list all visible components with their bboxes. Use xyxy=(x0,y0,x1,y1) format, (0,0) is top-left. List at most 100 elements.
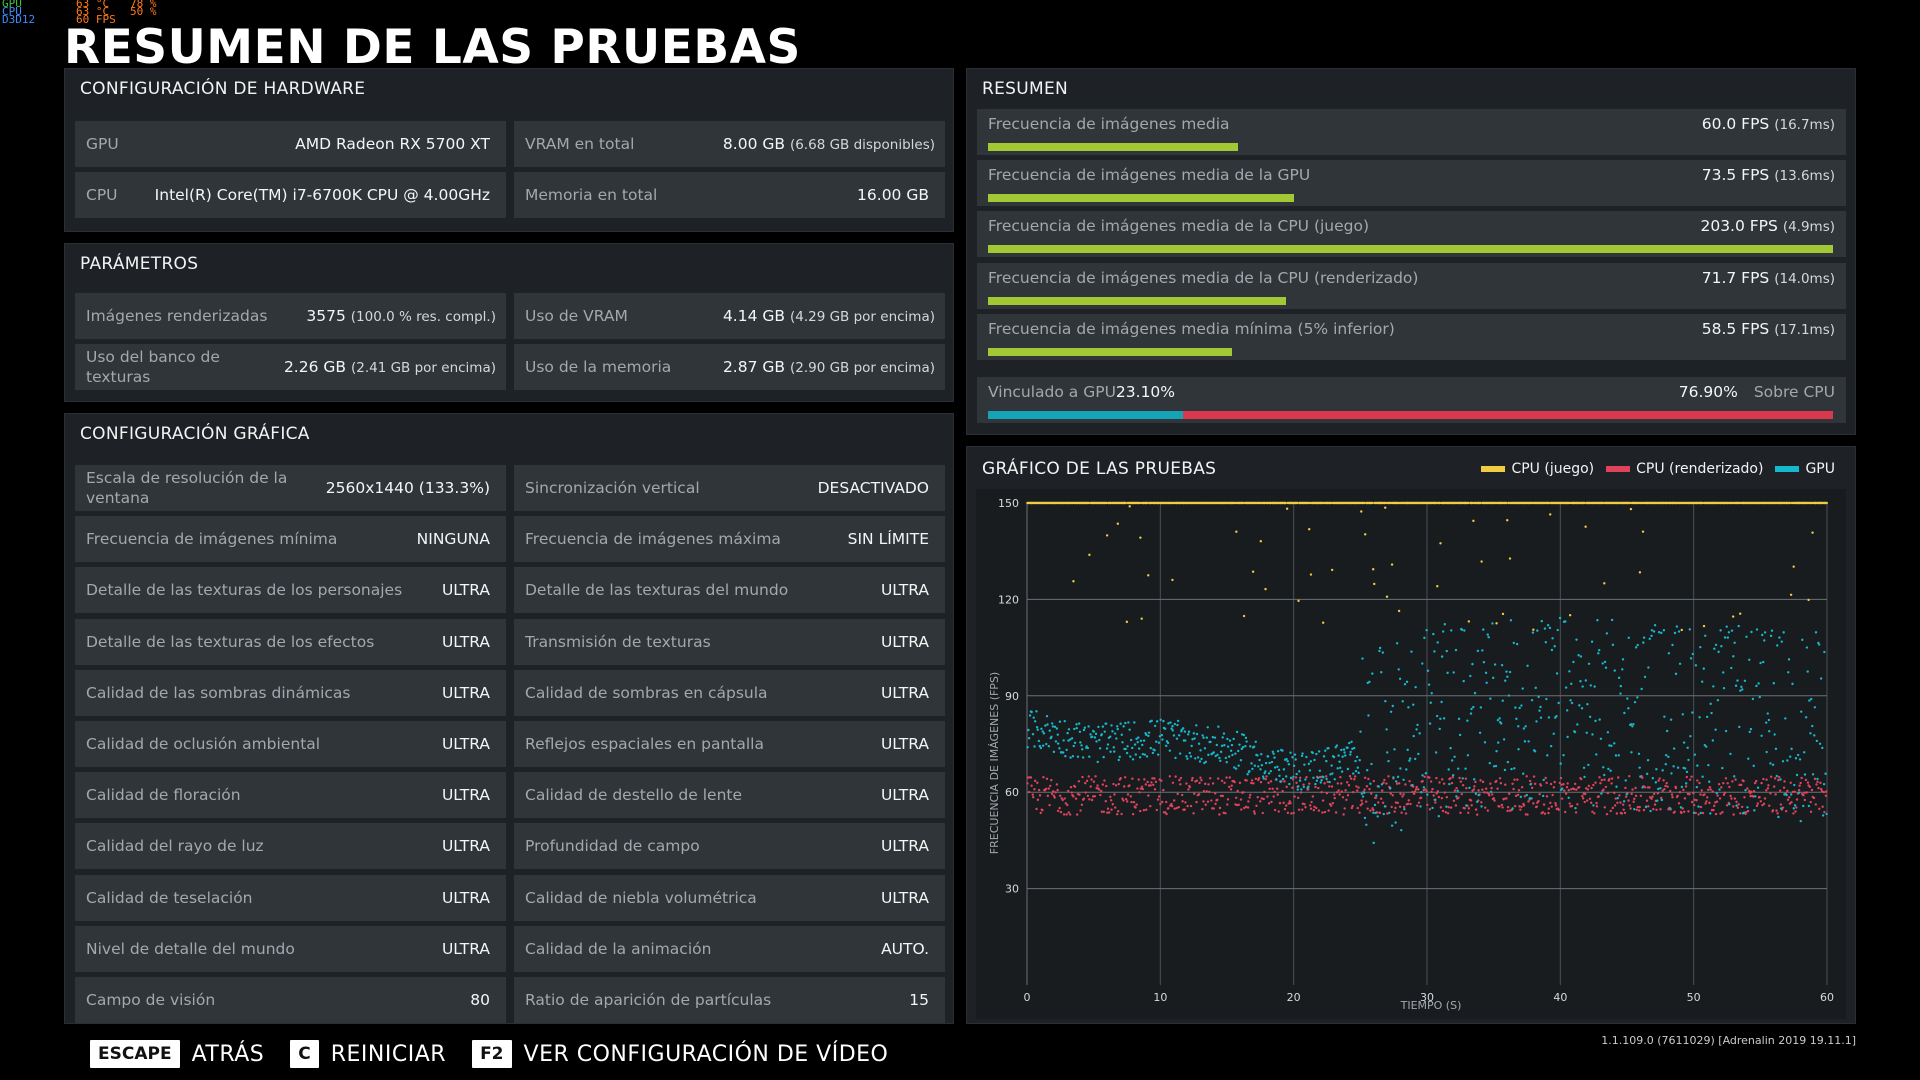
summary-row-value: 58.5 FPS xyxy=(1701,319,1770,338)
chart-point xyxy=(1073,727,1076,731)
chart-point xyxy=(1421,780,1424,783)
performance-overlay: GPU 63 °C 78 % CPU 63 °C 50 % D3D12 60 F… xyxy=(2,0,170,25)
chart-point xyxy=(1539,716,1543,719)
chart-point xyxy=(1041,744,1045,747)
chart-point xyxy=(1295,781,1298,784)
chart-point xyxy=(1527,740,1530,743)
escape-key[interactable]: ESCAPE xyxy=(90,1040,180,1068)
chart-point xyxy=(1780,640,1783,643)
chart-point xyxy=(1417,801,1421,804)
chart-point xyxy=(1635,808,1639,811)
chart-point xyxy=(1160,779,1163,782)
chart-point xyxy=(1603,806,1606,809)
chart-point xyxy=(1746,806,1749,809)
chart-point xyxy=(1058,720,1062,723)
chart-point xyxy=(1730,797,1733,800)
chart-point xyxy=(1350,740,1353,744)
chart-point xyxy=(1633,808,1636,811)
chart-point xyxy=(1476,800,1479,804)
chart-point xyxy=(1398,805,1402,808)
hardware-panel-title: CONFIGURACIÓN DE HARDWARE xyxy=(80,79,366,99)
chart-point xyxy=(1461,783,1465,787)
chart-point xyxy=(1037,739,1041,743)
chart-point xyxy=(1032,795,1035,799)
video-settings-button[interactable]: VER CONFIGURACIÓN DE VÍDEO xyxy=(523,1041,889,1067)
chart-point xyxy=(1732,655,1735,658)
chart-point xyxy=(1791,682,1794,686)
chart-point xyxy=(1189,755,1193,758)
chart-point xyxy=(1698,781,1701,785)
chart-point xyxy=(1821,805,1824,808)
chart-point xyxy=(1221,736,1224,739)
chart-point xyxy=(1617,676,1621,680)
chart-point xyxy=(1633,797,1636,801)
c-key[interactable]: C xyxy=(290,1040,319,1068)
chart-point xyxy=(1522,727,1526,730)
chart-point xyxy=(1743,679,1747,683)
chart-point xyxy=(1309,573,1313,576)
chart-point xyxy=(1345,798,1348,802)
chart-point xyxy=(1506,805,1510,809)
chart-point xyxy=(1198,760,1202,763)
chart-point xyxy=(1238,781,1242,785)
chart-point xyxy=(1027,728,1030,732)
chart-point xyxy=(1768,729,1771,733)
chart-point xyxy=(1406,802,1410,806)
chart-point xyxy=(1664,753,1668,757)
chart-point xyxy=(1695,799,1698,802)
graphics-setting-cell: Calidad del rayo de luz ULTRA xyxy=(75,823,506,870)
chart-point xyxy=(1504,783,1507,786)
chart-point xyxy=(1310,800,1313,804)
restart-button[interactable]: REINICIAR xyxy=(330,1041,447,1067)
chart-point xyxy=(1351,804,1354,808)
chart-point xyxy=(1150,781,1153,784)
back-button[interactable]: ATRÁS xyxy=(191,1041,265,1067)
chart-point xyxy=(1092,780,1096,783)
chart-point xyxy=(1705,800,1708,803)
chart-point xyxy=(1603,773,1606,777)
chart-point xyxy=(1397,609,1401,613)
chart-point xyxy=(1253,764,1257,767)
chart-point xyxy=(1138,756,1142,759)
chart-point xyxy=(1769,775,1773,778)
chart-point xyxy=(1605,632,1609,635)
chart-point xyxy=(1366,807,1369,810)
chart-point xyxy=(1788,796,1791,799)
chart-point xyxy=(1657,779,1660,782)
chart-point xyxy=(1479,706,1483,709)
chart-point xyxy=(1639,775,1642,778)
f2-key[interactable]: F2 xyxy=(472,1040,512,1068)
bound-bar xyxy=(988,411,1833,419)
chart-point xyxy=(1354,759,1357,763)
chart-point xyxy=(1179,783,1182,786)
chart-point xyxy=(1474,792,1478,795)
chart-point xyxy=(1541,811,1545,814)
chart-point xyxy=(1413,757,1417,761)
chart-point xyxy=(1395,782,1399,785)
chart-point xyxy=(1241,745,1245,749)
chart-point xyxy=(1525,775,1528,778)
chart-point xyxy=(1146,501,1149,505)
chart-point xyxy=(1400,828,1403,832)
chart-point xyxy=(1639,794,1643,798)
chart-point xyxy=(1739,812,1742,815)
summary-row-value: 73.5 FPS xyxy=(1701,166,1770,185)
chart-point xyxy=(1314,782,1317,786)
chart-point xyxy=(1256,754,1259,757)
chart-point xyxy=(1320,779,1323,782)
chart-point xyxy=(1106,743,1110,746)
chart-point xyxy=(1462,679,1465,683)
chart-point xyxy=(1437,814,1441,818)
chart-point xyxy=(1208,790,1211,793)
chart-point xyxy=(1543,812,1547,815)
chart-point xyxy=(1342,748,1346,751)
chart-point xyxy=(1433,650,1436,653)
chart-point xyxy=(1162,719,1165,723)
chart-point xyxy=(1506,675,1509,678)
chart-point xyxy=(1699,811,1703,815)
chart-point xyxy=(1570,682,1573,686)
chart-point xyxy=(1137,747,1141,750)
chart-point xyxy=(1625,793,1628,796)
chart-point xyxy=(1600,778,1603,782)
chart-point xyxy=(1496,787,1499,790)
